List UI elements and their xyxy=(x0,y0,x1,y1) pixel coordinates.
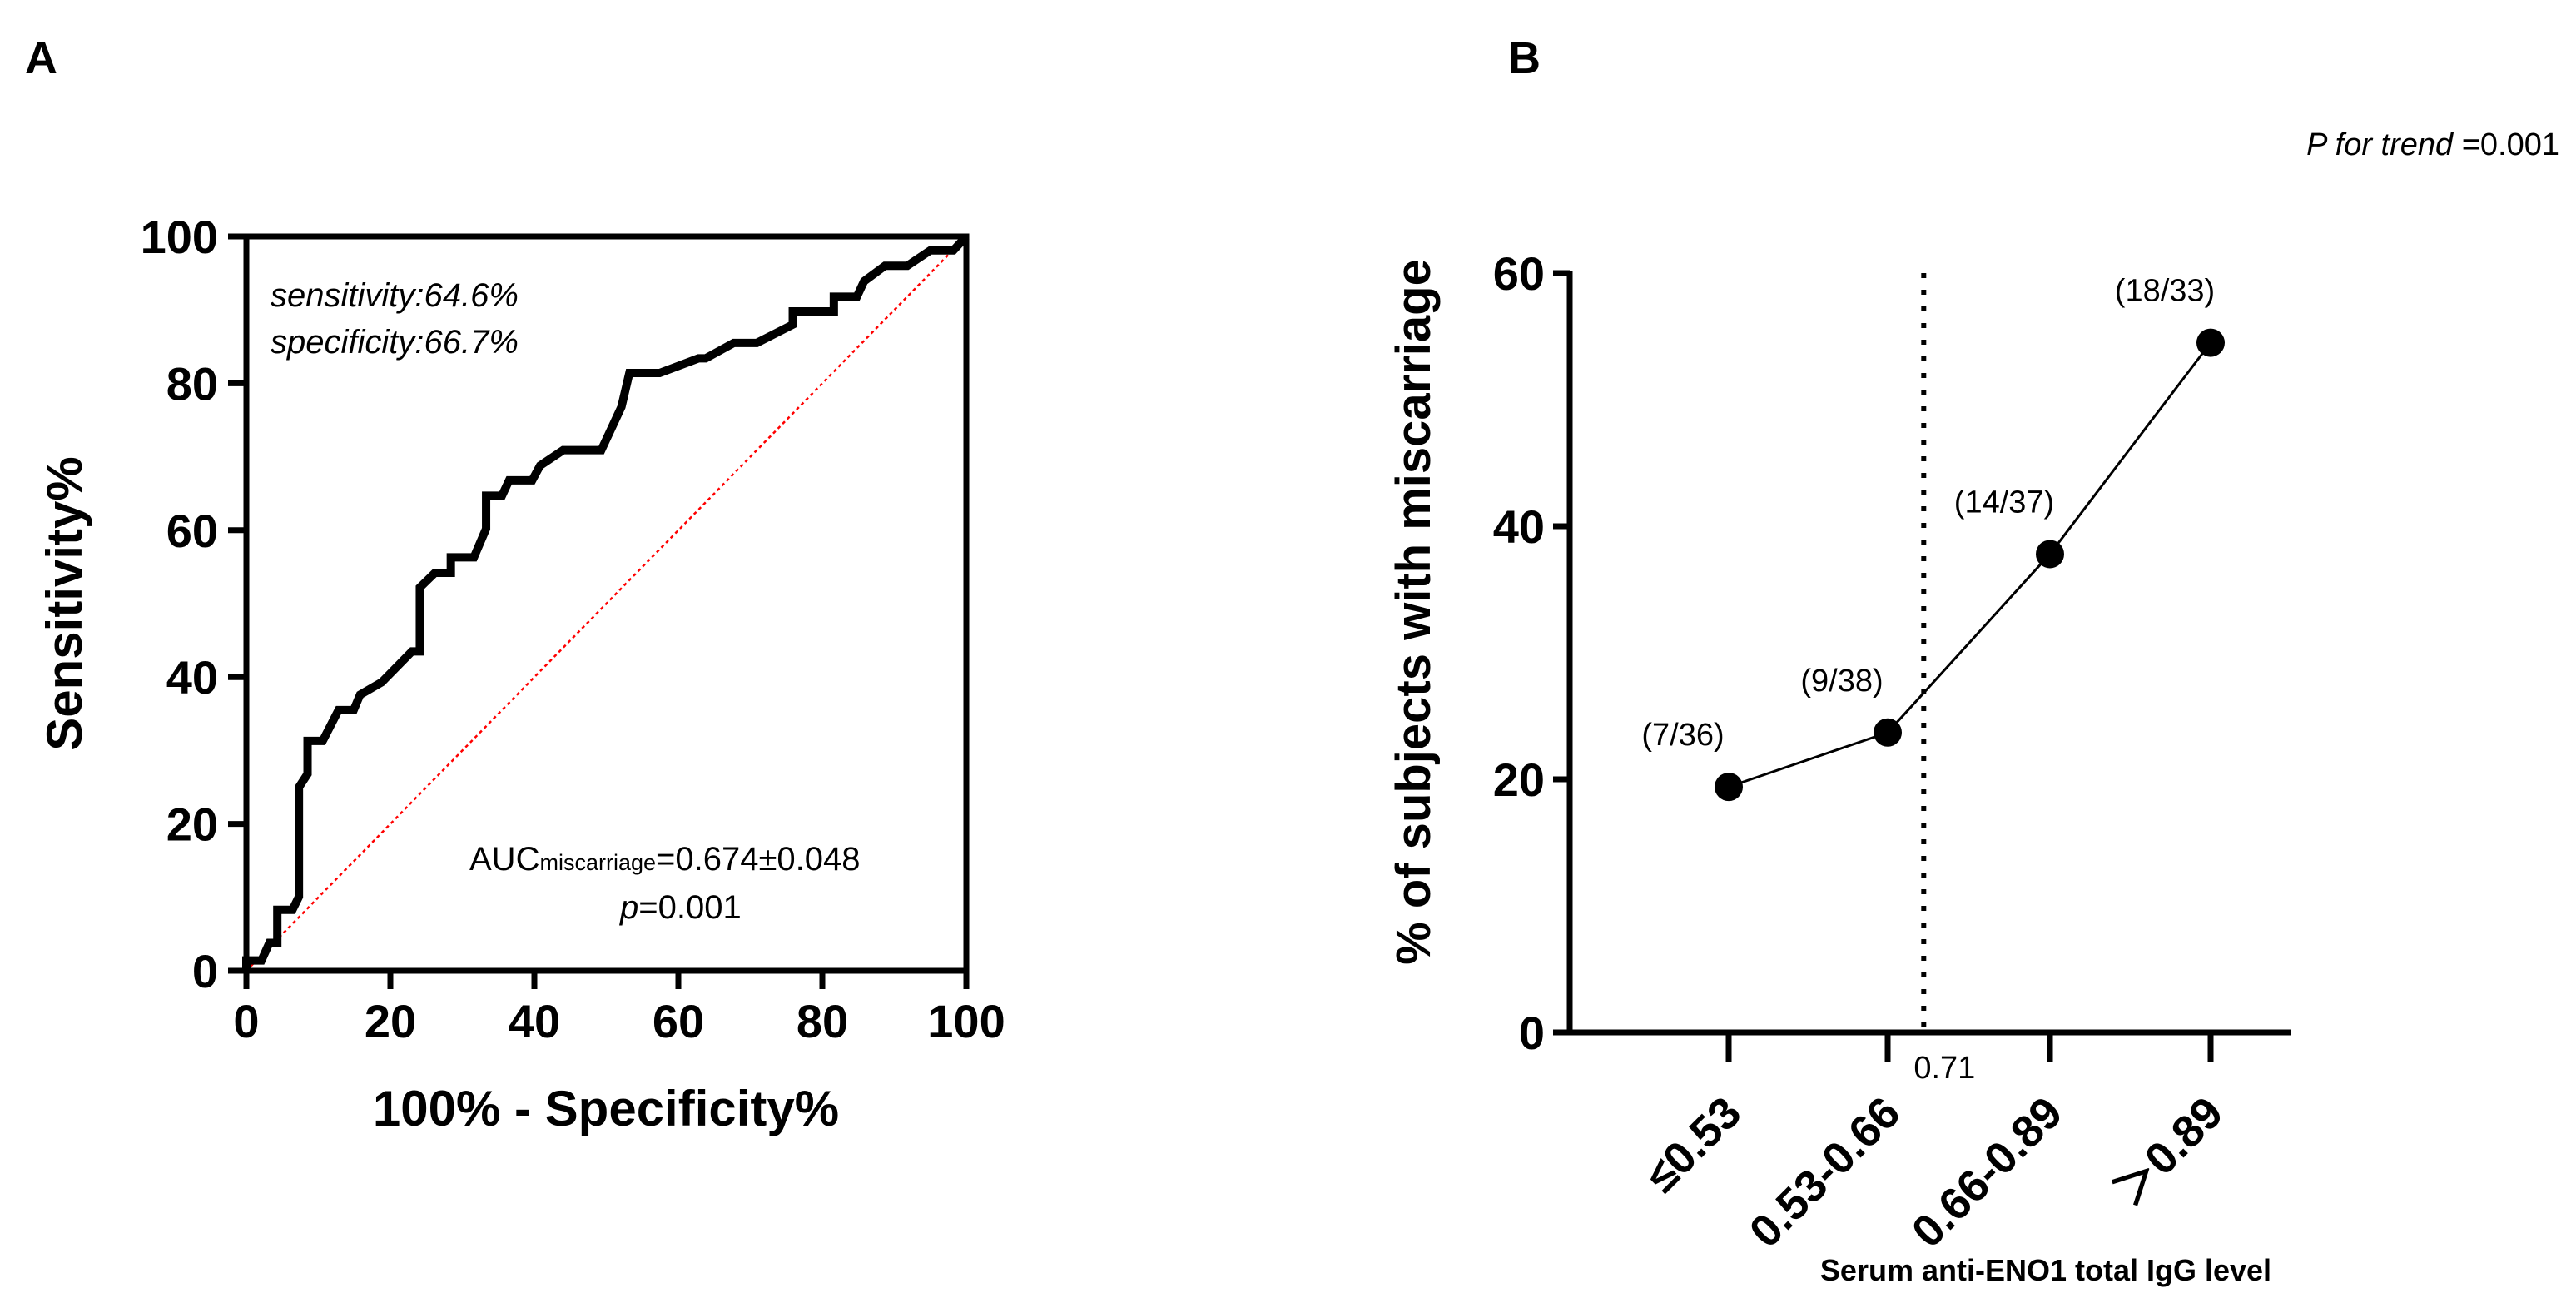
trend-data-label: (14/37) xyxy=(1954,485,2054,520)
trend-y-tick-label: 60 xyxy=(1493,247,1545,300)
trend-data-point xyxy=(2196,328,2225,357)
roc-x-tick-label: 20 xyxy=(365,995,416,1047)
auc-prefix: AUC xyxy=(469,841,539,878)
trend-x-tick-label: 0.53-0.66 xyxy=(1740,1087,1910,1257)
trend-data-label: (18/33) xyxy=(2115,274,2215,309)
roc-x-axis-label: 100% - Specificity% xyxy=(373,1081,839,1136)
trend-y-tick-label: 20 xyxy=(1493,753,1545,806)
trend-y-tick-label: 0 xyxy=(1519,1007,1545,1059)
p-for-trend-annotation: P for trend =0.001 xyxy=(2306,127,2559,162)
specificity-annotation: specificity:66.7% xyxy=(271,324,519,361)
p-for-trend-label: P for trend xyxy=(2306,127,2454,162)
roc-y-tick-label: 40 xyxy=(166,651,218,704)
roc-y-tick-label: 0 xyxy=(192,945,218,997)
roc-chart: 0 20 40 60 80 100 0 20 40 60 80 100 100% - Specifi… xyxy=(37,211,1005,1136)
trend-data-point xyxy=(1874,718,1902,747)
trend-data-label: (7/36) xyxy=(1641,718,1724,753)
roc-x-tick-label: 0 xyxy=(233,995,259,1047)
trend-line xyxy=(1728,341,2212,788)
trend-x-axis-label: Serum anti-ENO1 total IgG level xyxy=(1820,1253,2271,1287)
roc-y-tick-label: 20 xyxy=(166,798,218,851)
p-value: =0.001 xyxy=(638,889,741,926)
trend-x-tick-label: ≤0.53 xyxy=(1636,1087,1751,1202)
trend-x-tick-label: ＞0.89 xyxy=(2104,1087,2233,1216)
trend-y-axis-label: % of subjects with miscarriage xyxy=(1387,259,1441,965)
roc-curve xyxy=(242,233,970,971)
auc-subscript: miscarriage xyxy=(539,850,656,875)
roc-plot-frame xyxy=(243,233,970,974)
p-for-trend-value: =0.001 xyxy=(2453,127,2559,162)
trend-x-tick-label: 0.66-0.89 xyxy=(1903,1087,2072,1257)
roc-y-tick-label: 100 xyxy=(141,211,218,263)
trend-data-point xyxy=(1715,773,1743,802)
roc-reference-line xyxy=(246,236,967,972)
auc-value: =0.674±0.048 xyxy=(656,841,861,878)
p-value-annotation: p=0.001 xyxy=(619,889,742,926)
roc-x-tick-label: 60 xyxy=(653,995,704,1047)
cutoff-label: 0.71 xyxy=(1913,1051,1975,1086)
panel-a-label: A xyxy=(25,33,57,83)
roc-y-tick-label: 80 xyxy=(166,357,218,410)
p-label: p xyxy=(619,889,638,926)
auc-annotation: AUCmiscarriage=0.674±0.048 xyxy=(469,841,861,878)
trend-y-tick-label: 40 xyxy=(1493,500,1545,553)
trend-chart: P for trend =0.001 0.71 0 20 40 60 ≤0.530.5… xyxy=(1387,127,2559,1287)
roc-y-axis-label: Sensitivity% xyxy=(37,456,92,750)
roc-y-tick-label: 60 xyxy=(166,505,218,557)
panel-b-label: B xyxy=(1508,33,1541,83)
roc-x-tick-label: 100 xyxy=(927,995,1005,1047)
roc-x-tick-label: 40 xyxy=(509,995,560,1047)
roc-x-tick-label: 80 xyxy=(797,995,848,1047)
trend-data-label: (9/38) xyxy=(1800,664,1883,699)
trend-data-point xyxy=(2036,540,2064,569)
sensitivity-annotation: sensitivity:64.6% xyxy=(271,277,519,314)
